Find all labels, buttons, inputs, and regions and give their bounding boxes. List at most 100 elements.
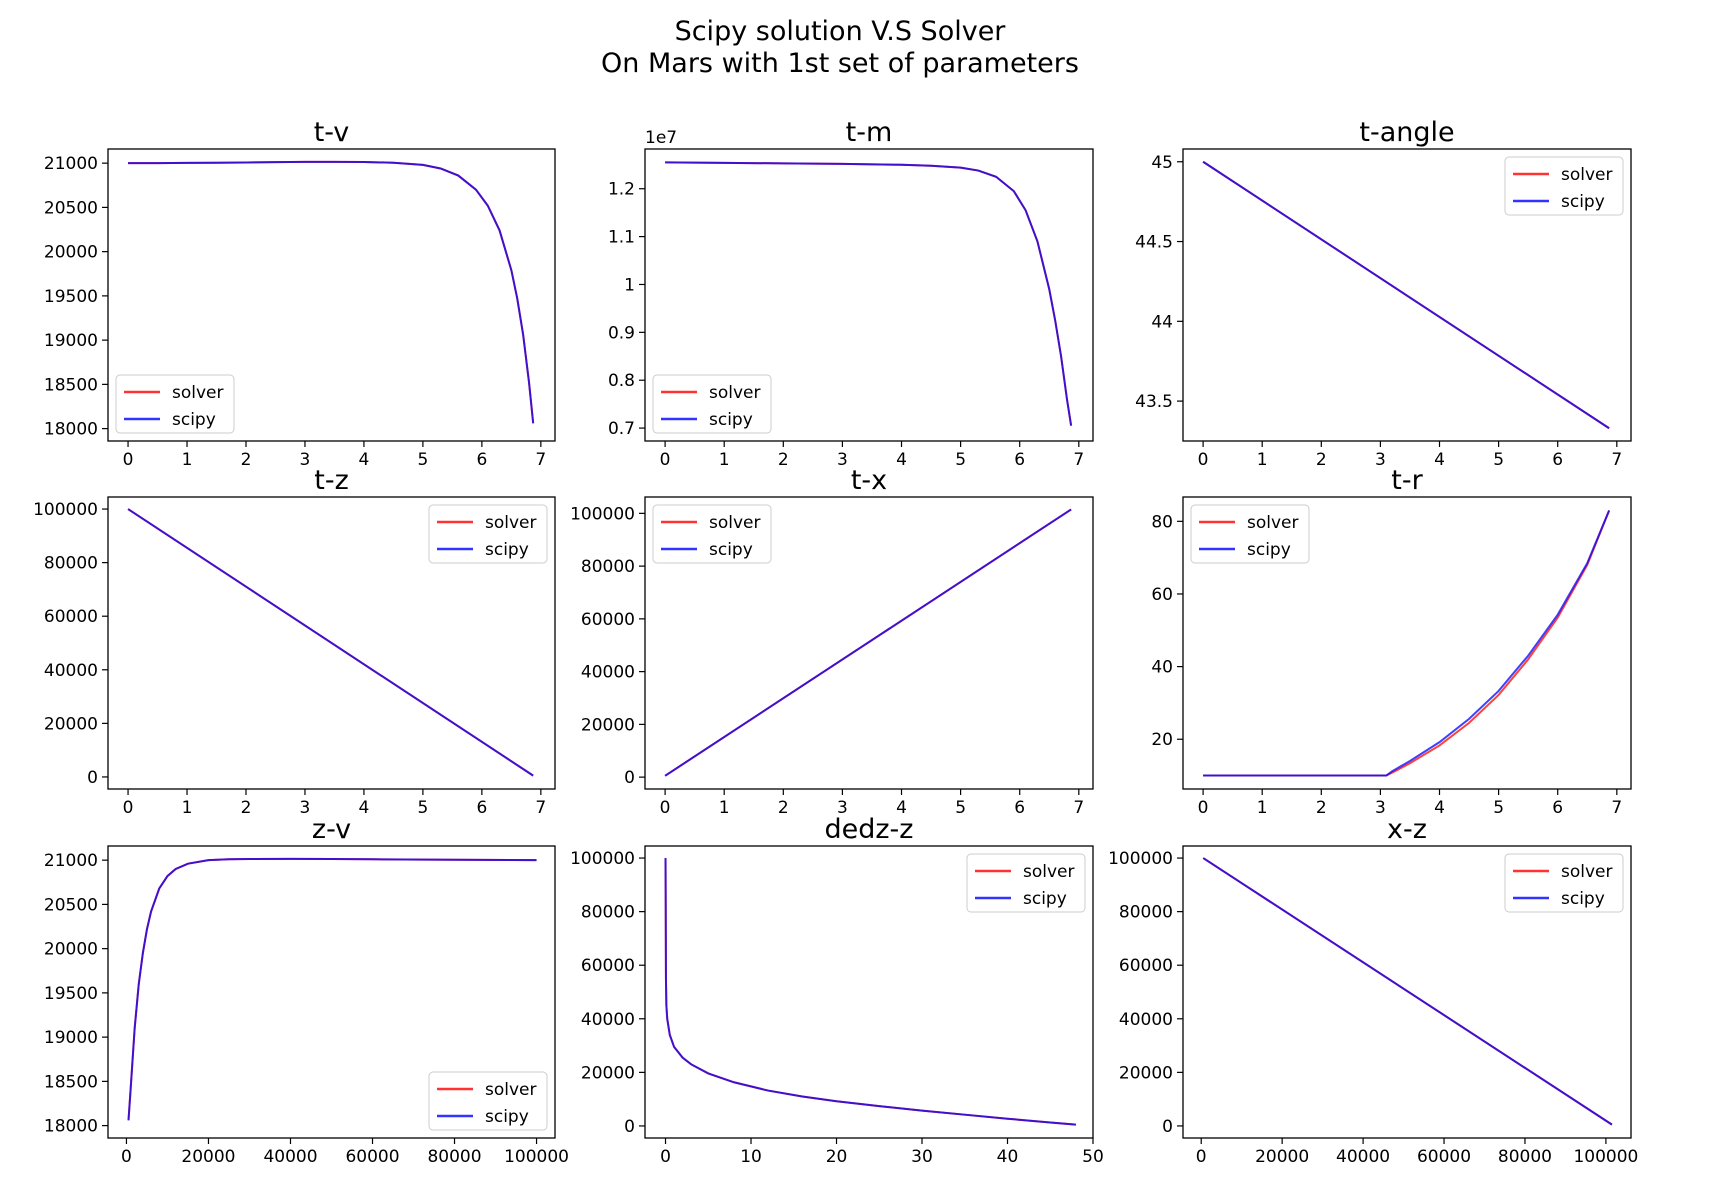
y-tick-label: 21000 — [44, 851, 98, 871]
x-tick-label: 30 — [911, 1147, 933, 1167]
y-tick-label: 60000 — [581, 956, 635, 976]
y-tick-label: 60 — [1151, 585, 1173, 605]
legend: solver scipy — [652, 374, 772, 434]
y-tick-label: 44 — [1151, 312, 1173, 332]
x-tick-label: 40 — [997, 1147, 1019, 1167]
x-tick-label: 4 — [359, 450, 370, 470]
legend: solver scipy — [115, 374, 235, 434]
x-tick-label: 2 — [1316, 450, 1327, 470]
y-tick-label: 1.2 — [608, 180, 635, 200]
y-tick-label: 44.5 — [1135, 233, 1173, 253]
y-tick-label: 0 — [1162, 1117, 1173, 1137]
legend: solver scipy — [1504, 853, 1624, 913]
x-tick-label: 0 — [660, 1147, 671, 1167]
x-tick-label: 4 — [359, 798, 370, 818]
legend: solver scipy — [428, 504, 548, 564]
subplot-title: t-x — [851, 465, 887, 496]
legend-label-solver: solver — [1561, 165, 1613, 185]
y-tick-label: 60000 — [581, 610, 635, 630]
series-group — [664, 508, 1072, 777]
x-tick-label: 2 — [241, 450, 252, 470]
legend-label-scipy: scipy — [709, 540, 753, 560]
x-tick-label: 1 — [1257, 450, 1268, 470]
y-tick-label: 60000 — [1119, 956, 1173, 976]
subplot-dedz-z: dedz-z 0 10 20 30 40 50 0 20000 40000 60000 80000 10… — [570, 814, 1104, 1167]
subplot-t-x: t-x 0 1 2 3 4 5 6 7 0 20000 40000 60000 80000 100000 so… — [570, 465, 1094, 818]
legend-label-scipy: scipy — [1247, 540, 1291, 560]
y-tick-label: 0.9 — [608, 323, 635, 343]
x-tick-label: 7 — [1611, 450, 1622, 470]
x-tick-label: 100000 — [1573, 1147, 1638, 1167]
legend-label-solver: solver — [172, 383, 224, 403]
x-tick-label: 80000 — [1498, 1147, 1552, 1167]
x-tick-label: 3 — [300, 798, 311, 818]
subplot-title: z-v — [312, 814, 351, 845]
y-tick-label: 80000 — [1119, 903, 1173, 923]
y-tick-label: 19500 — [44, 287, 98, 307]
x-tick-label: 0 — [1198, 450, 1209, 470]
legend-label-scipy: scipy — [709, 410, 753, 430]
x-tick-label: 100000 — [504, 1147, 569, 1167]
series-group — [1202, 160, 1610, 430]
series-group — [128, 160, 535, 424]
series-group — [1202, 857, 1613, 1126]
legend: solver scipy — [966, 853, 1086, 913]
x-tick-label: 1 — [719, 450, 730, 470]
legend-label-scipy: scipy — [172, 410, 216, 430]
axis-offset-text: 1e7 — [645, 128, 677, 148]
y-tick-label: 1 — [624, 275, 635, 295]
y-tick-label: 20000 — [1119, 1063, 1173, 1083]
y-tick-label: 18500 — [44, 1072, 98, 1092]
y-tick-label: 19000 — [44, 1028, 98, 1048]
subplot-title: x-z — [1387, 814, 1427, 845]
x-tick-label: 4 — [896, 798, 907, 818]
x-tick-label: 0 — [123, 450, 134, 470]
x-tick-label: 4 — [1434, 798, 1445, 818]
x-tick-label: 60000 — [345, 1147, 399, 1167]
y-tick-label: 80 — [1151, 512, 1173, 532]
x-tick-label: 3 — [837, 798, 848, 818]
y-tick-label: 100000 — [570, 504, 635, 524]
y-tick-label: 20000 — [44, 714, 98, 734]
x-tick-label: 6 — [1014, 450, 1025, 470]
series-line-scipy — [127, 508, 534, 777]
legend-label-solver: solver — [709, 383, 761, 403]
series-line-scipy — [1202, 160, 1610, 430]
x-tick-label: 6 — [1014, 798, 1025, 818]
y-tick-label: 0.7 — [608, 419, 635, 439]
y-tick-label: 100000 — [570, 849, 635, 869]
x-tick-label: 0 — [1196, 1147, 1207, 1167]
x-tick-label: 6 — [476, 450, 487, 470]
y-tick-label: 21000 — [44, 154, 98, 174]
legend-label-scipy: scipy — [1023, 889, 1067, 909]
y-tick-label: 45 — [1151, 153, 1173, 173]
x-tick-label: 5 — [417, 450, 428, 470]
legend: solver scipy — [1504, 156, 1624, 216]
subplot-x-z: x-z 0 20000 40000 60000 80000 100000 0 20000 4000… — [1108, 814, 1638, 1167]
x-tick-label: 80000 — [427, 1147, 481, 1167]
subplot-title: t-m — [846, 117, 893, 148]
axes-frame — [1182, 496, 1632, 790]
x-tick-label: 20 — [826, 1147, 848, 1167]
subplot-z-v: z-v 0 20000 40000 60000 80000 100000 18000 18500… — [44, 814, 569, 1167]
series-group — [665, 161, 1073, 426]
x-tick-label: 5 — [1493, 798, 1504, 818]
series-line-scipy — [665, 161, 1073, 426]
subplot-grid: t-v0 1 2 3 4 5 6 718000185001900019500200002050… — [33, 117, 1638, 1167]
x-tick-label: 6 — [476, 798, 487, 818]
x-tick-label: 3 — [300, 450, 311, 470]
x-tick-label: 0 — [660, 450, 671, 470]
x-tick-label: 7 — [1073, 450, 1084, 470]
y-tick-label: 40000 — [1119, 1010, 1173, 1030]
axes-frame — [107, 496, 556, 790]
x-tick-label: 3 — [1375, 450, 1386, 470]
legend-label-solver: solver — [1023, 862, 1075, 882]
subplot-t-z: t-z 0 1 2 3 4 5 6 7 0 20000 40000 60000 80000 100000 so… — [33, 465, 556, 818]
y-tick-label: 20500 — [44, 895, 98, 915]
subplot-title: t-angle — [1359, 117, 1454, 148]
y-tick-label: 20000 — [44, 243, 98, 263]
series-group — [664, 858, 1076, 1126]
series-line-scipy — [664, 508, 1072, 777]
y-tick-label: 20500 — [44, 198, 98, 218]
subplot-title: t-z — [314, 465, 349, 496]
